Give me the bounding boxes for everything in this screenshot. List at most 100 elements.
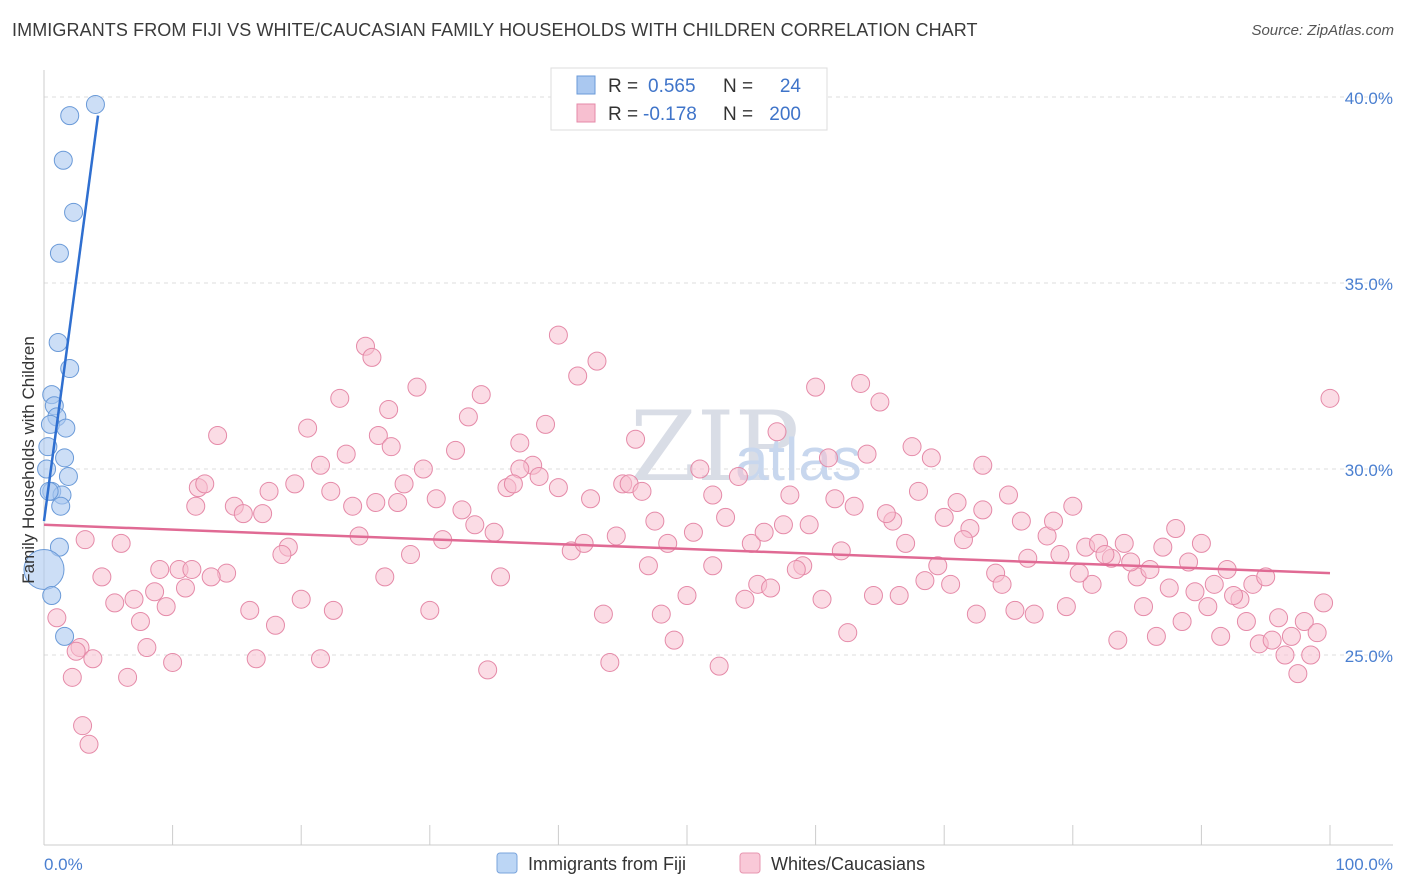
y-tick-label: 25.0% (1345, 647, 1393, 666)
point-whites (818, 448, 838, 468)
point-whites (201, 567, 221, 587)
point-whites (1140, 559, 1160, 579)
point-whites (638, 556, 658, 576)
point-whites (941, 574, 961, 594)
axes (43, 70, 1393, 846)
point-fiji (23, 548, 65, 590)
point-whites (1153, 537, 1173, 557)
legend-swatch-fiji (576, 75, 596, 95)
point-whites (626, 429, 646, 449)
point-whites (1320, 388, 1340, 408)
point-whites (1294, 612, 1314, 632)
trend-line-whites (43, 523, 1331, 575)
point-whites (47, 608, 67, 628)
point-whites (510, 433, 530, 453)
bottom-legend-swatch-whites (739, 852, 761, 874)
point-whites (999, 485, 1018, 505)
watermark-atlas: atlas (735, 426, 862, 493)
y-tick-labels: 25.0% 30.0% 35.0% 40.0% (1345, 89, 1393, 666)
point-whites (1069, 563, 1089, 583)
point-whites (921, 448, 941, 468)
point-whites (130, 612, 150, 632)
point-whites (330, 388, 350, 408)
point-whites (664, 630, 684, 650)
point-whites (379, 399, 399, 419)
point-whites (735, 589, 755, 609)
legend-box (550, 67, 828, 131)
point-whites (1211, 626, 1231, 646)
point-whites (478, 660, 498, 680)
point-whites (401, 545, 421, 565)
point-whites (632, 481, 652, 501)
point-whites (413, 459, 433, 479)
point-whites (973, 455, 993, 475)
point-whites (1256, 567, 1276, 587)
point-whites (1018, 548, 1038, 568)
point-whites (1011, 511, 1031, 531)
point-whites (1050, 545, 1070, 565)
point-whites (600, 652, 620, 672)
x-tick-label-max: 100.0% (1335, 855, 1393, 874)
point-whites (953, 530, 973, 550)
point-whites (246, 649, 266, 669)
point-whites (1275, 645, 1295, 665)
point-whites (606, 526, 626, 546)
stats-legend: R = 0.565 N = 24 R = -0.178 N = 200 (550, 67, 828, 131)
point-whites (362, 347, 382, 367)
legend-n-value-whites: 200 (769, 104, 801, 125)
point-whites (240, 600, 260, 620)
point-whites (310, 455, 330, 475)
point-fiji (55, 626, 75, 646)
point-fiji (58, 466, 78, 486)
point-whites (593, 604, 613, 624)
point-fiji (64, 202, 84, 222)
point-whites (407, 377, 427, 397)
point-whites (118, 667, 138, 687)
point-whites (111, 533, 131, 553)
bottom-legend-label-fiji: Immigrants from Fiji (528, 854, 686, 874)
point-whites (716, 507, 736, 527)
point-whites (388, 492, 408, 512)
point-whites (1198, 597, 1218, 617)
point-whites (1005, 600, 1025, 620)
point-whites (1121, 552, 1141, 572)
point-whites (651, 604, 671, 624)
point-whites (233, 504, 253, 524)
point-whites (336, 444, 356, 464)
point-whites (259, 481, 279, 501)
point-whites (491, 567, 511, 587)
point-whites (677, 585, 697, 605)
point-whites (79, 734, 99, 754)
legend-r-label-fiji: R = (608, 76, 638, 97)
point-whites (889, 585, 909, 605)
series-whites-points (47, 325, 1340, 754)
point-fiji (42, 585, 62, 605)
point-whites (703, 556, 723, 576)
point-whites (857, 444, 877, 464)
point-whites (62, 667, 82, 687)
point-whites (838, 623, 858, 643)
point-whites (799, 515, 819, 535)
point-whites (529, 466, 549, 486)
point-whites (581, 489, 601, 509)
point-whites (285, 474, 305, 494)
point-whites (1269, 608, 1289, 628)
watermark: ZIP (630, 391, 799, 503)
point-whites (876, 504, 896, 524)
point-fiji (56, 418, 76, 438)
point-whites (265, 615, 285, 635)
legend-r-value-whites: -0.178 (643, 104, 697, 125)
trend-line-fiji (42, 115, 100, 522)
point-whites (761, 578, 781, 598)
legend-swatch-whites (576, 103, 596, 123)
point-whites (908, 481, 928, 501)
point-whites (446, 440, 466, 460)
point-whites (163, 652, 183, 672)
point-whites (902, 437, 922, 457)
point-whites (291, 589, 311, 609)
point-fiji (55, 448, 75, 468)
point-whites (137, 638, 157, 658)
point-whites (780, 485, 800, 505)
point-whites (105, 593, 125, 613)
point-whites (195, 474, 215, 494)
